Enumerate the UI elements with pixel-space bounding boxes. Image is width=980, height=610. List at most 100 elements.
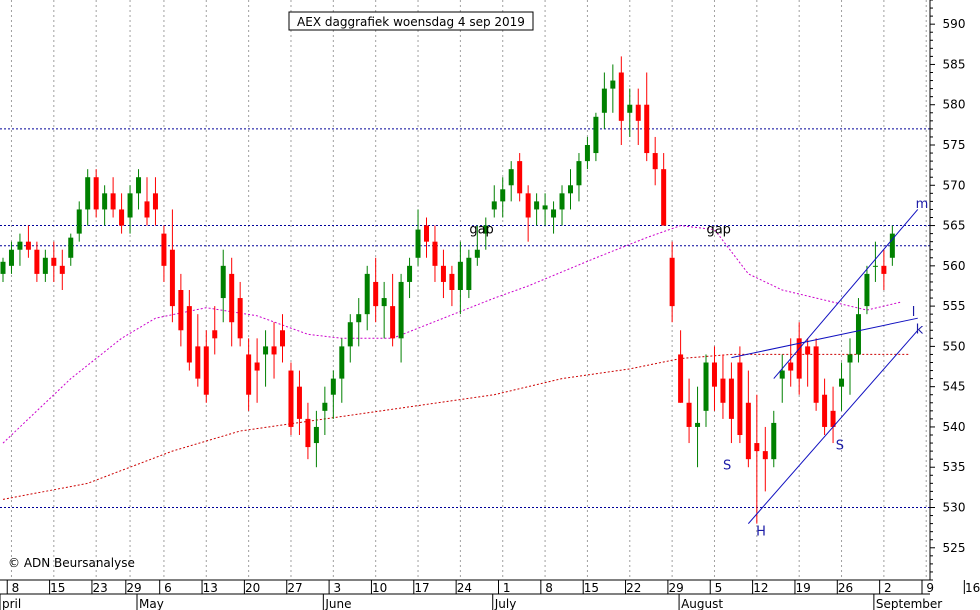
candle xyxy=(220,249,226,323)
candle-body xyxy=(695,422,701,427)
candle xyxy=(34,241,40,282)
annotation-label: k xyxy=(916,323,924,338)
candle-body xyxy=(491,201,497,210)
month-label: May xyxy=(139,597,164,610)
x-tick-label: 1 xyxy=(503,581,511,595)
annotation-label: l xyxy=(912,305,916,320)
candle-body xyxy=(813,346,819,403)
candle-body xyxy=(220,265,226,299)
candle-body xyxy=(8,249,14,266)
candle xyxy=(271,322,277,379)
candle xyxy=(415,209,421,266)
candle xyxy=(610,64,616,113)
x-tick-label: 26 xyxy=(838,581,853,595)
x-tick-label: 5 xyxy=(715,581,723,595)
candle-body xyxy=(525,193,531,218)
candle xyxy=(229,257,235,347)
candle-body xyxy=(288,370,294,427)
candle xyxy=(288,362,294,435)
candle xyxy=(305,402,311,460)
candle-body xyxy=(584,145,590,162)
trendline xyxy=(747,329,919,524)
candle-body xyxy=(483,225,489,234)
candle-body xyxy=(407,265,413,282)
candle xyxy=(584,136,590,170)
copyright-label: © ADN Beursanalyse xyxy=(8,556,135,570)
candle xyxy=(813,338,819,411)
candle-body xyxy=(796,338,802,379)
candle-body xyxy=(508,169,514,186)
x-tick-label: 8 xyxy=(545,581,553,595)
trendline xyxy=(773,209,919,379)
candle xyxy=(542,193,548,226)
candle-body xyxy=(788,362,794,371)
trendlines xyxy=(731,209,919,524)
y-tick-label: 525 xyxy=(943,541,966,555)
candle xyxy=(76,201,82,242)
candle xyxy=(136,169,142,210)
candle xyxy=(186,290,192,371)
candle-body xyxy=(661,169,667,226)
candle-body xyxy=(889,233,895,258)
x-tick-label: 13 xyxy=(203,581,218,595)
y-tick-label: 590 xyxy=(943,17,966,31)
candle-body xyxy=(771,422,777,460)
candle xyxy=(711,346,717,411)
candle xyxy=(449,265,455,307)
candle xyxy=(661,153,667,226)
candle xyxy=(195,314,201,387)
candle xyxy=(280,314,286,363)
candle-body xyxy=(881,265,887,274)
candle xyxy=(534,193,540,226)
candle-body xyxy=(779,370,785,379)
candle xyxy=(500,177,506,218)
candle xyxy=(8,241,14,274)
x-tick-label: 3 xyxy=(334,581,342,595)
candle xyxy=(678,330,684,403)
candle xyxy=(263,330,269,387)
y-tick-label: 570 xyxy=(943,178,966,192)
candle-body xyxy=(567,185,573,194)
candle xyxy=(847,338,853,395)
candle-body xyxy=(754,443,760,452)
chart-title: AEX daggrafiek woensdag 4 sep 2019 xyxy=(297,15,525,29)
candle xyxy=(576,153,582,202)
candle xyxy=(85,169,91,226)
candle-body xyxy=(830,410,836,427)
candle-body xyxy=(51,257,57,266)
horizontal-levels xyxy=(0,128,930,508)
candle xyxy=(178,273,184,347)
candle-body xyxy=(839,378,845,387)
candle-body xyxy=(330,378,336,395)
candle-body xyxy=(822,394,828,427)
candle xyxy=(390,273,396,347)
candle-body xyxy=(313,426,319,444)
candle xyxy=(432,225,438,282)
candle-body xyxy=(449,273,455,290)
candle xyxy=(17,233,23,266)
candle-body xyxy=(186,306,192,363)
candle-body xyxy=(737,362,743,435)
candle xyxy=(703,354,709,427)
candle xyxy=(203,330,209,403)
candle xyxy=(339,338,345,403)
y-tick-label: 535 xyxy=(943,460,966,474)
y-tick-label: 550 xyxy=(943,339,966,353)
y-tick-label: 530 xyxy=(943,501,966,515)
candle-body xyxy=(398,281,404,339)
candle xyxy=(805,338,811,387)
candle xyxy=(822,378,828,435)
trendline xyxy=(731,317,918,359)
candle xyxy=(152,177,158,226)
annotation-label: S xyxy=(836,439,844,454)
x-tick-label: 9 xyxy=(926,581,934,595)
candle xyxy=(93,169,99,218)
moving-average-long xyxy=(2,353,910,500)
candle-body xyxy=(136,177,142,194)
x-tick-label: 8 xyxy=(12,581,20,595)
candle xyxy=(686,378,692,444)
candle-body xyxy=(381,298,387,307)
annotation-label: H xyxy=(756,525,766,540)
y-tick-label: 545 xyxy=(943,380,966,394)
